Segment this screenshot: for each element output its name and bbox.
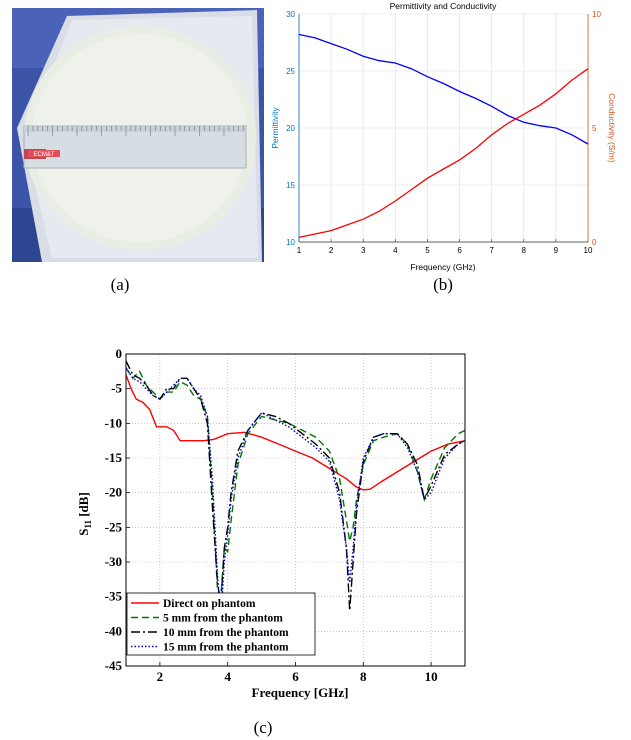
y-tick-label: -10: [105, 415, 122, 430]
x-tick-label: 4: [393, 246, 398, 255]
y-tick-label: -40: [105, 623, 122, 638]
chart-b-ylabel-right: Conductivity (S/m): [607, 93, 617, 163]
permittivity-line: [298, 33, 589, 145]
plot-frame: [125, 353, 466, 667]
chart-b-xlabel: Frequency (GHz): [410, 262, 475, 272]
chart-c-legend: Direct on phantom 5 mm from the phantom 10…: [126, 592, 316, 656]
x-tick-label: 2: [329, 246, 334, 255]
x-tick-label: 1: [297, 246, 302, 255]
chart-b-ylabel-left: Permittivity: [270, 106, 280, 148]
ruler: ECM&T: [23, 125, 247, 169]
y-left-tick-label: 25: [286, 67, 295, 76]
legend-label: Direct on phantom: [163, 598, 256, 610]
caption-b: (b): [433, 275, 453, 294]
x-tick-label: 6: [457, 246, 462, 255]
y-right-tick-label: 5: [592, 124, 597, 133]
x-tick-label: 3: [361, 246, 366, 255]
y-right-tick-label: 0: [592, 238, 597, 247]
legend-label: 15 mm from the phantom: [163, 642, 289, 654]
series-line: [125, 367, 466, 618]
caption-a: (a): [110, 275, 130, 294]
y-tick-label: -25: [105, 519, 123, 534]
chart-b-title: Permittivity and Conductivity: [390, 1, 498, 11]
y-tick-label: -5: [111, 381, 122, 396]
y-tick-label: 0: [116, 346, 123, 361]
series-line: [125, 374, 466, 491]
y-tick-label: -45: [105, 658, 123, 673]
x-tick-label: 8: [522, 246, 527, 255]
ruler-label: ECM&T: [34, 152, 55, 158]
x-tick-label: 8: [360, 669, 367, 684]
chart-c-xlabel: Frequency [GHz]: [252, 685, 349, 700]
y-left-tick-label: 30: [286, 10, 295, 19]
conductivity-line: [298, 68, 589, 239]
caption-c: (c): [253, 718, 273, 737]
legend-label: 5 mm from the phantom: [163, 613, 283, 625]
x-tick-label: 6: [292, 669, 299, 684]
y-tick-label: -20: [105, 485, 122, 500]
y-tick-label: -30: [105, 554, 122, 569]
x-tick-label: 7: [489, 246, 494, 255]
chart-c-ylabel: S11 [dB]: [76, 492, 93, 536]
x-tick-label: 9: [554, 246, 559, 255]
permittivity-conductivity-chart: Permittivity and Conductivity 1 2 3 4 5 6 7 8 9 1…: [270, 1, 617, 272]
x-tick-label: 5: [425, 246, 430, 255]
x-tick-label: 2: [157, 669, 164, 684]
s11-chart: 2 4 6 8 10 0 -5 -10 -15 -20 -25 -30 -35 -40 -45 Direct…: [76, 346, 466, 700]
x-tick-label: 10: [425, 669, 438, 684]
y-left-tick-label: 10: [286, 238, 295, 247]
legend-label: 10 mm from the phantom: [163, 627, 289, 639]
phantom-photo: ECM&T: [12, 8, 264, 262]
y-left-tick-label: 20: [286, 124, 295, 133]
x-tick-label: 10: [584, 246, 593, 255]
y-tick-label: -15: [105, 450, 123, 465]
y-left-tick-label: 15: [286, 181, 295, 190]
y-tick-label: -35: [105, 589, 123, 604]
x-tick-label: 4: [224, 669, 231, 684]
y-right-tick-label: 10: [592, 10, 601, 19]
